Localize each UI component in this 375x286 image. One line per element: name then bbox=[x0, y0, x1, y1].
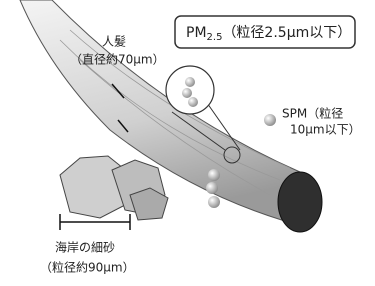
pm-particle bbox=[185, 77, 195, 87]
spm-line2: 10μm以下） bbox=[290, 123, 361, 137]
diameter-arrow bbox=[117, 119, 129, 133]
hair-cross-section bbox=[277, 171, 323, 233]
sand-size: （粒径約90μm） bbox=[40, 260, 135, 275]
hair-texture bbox=[59, 29, 291, 196]
pm25-label: PM2.5（粒径2.5μm以下） bbox=[186, 25, 351, 43]
sand-grain bbox=[129, 187, 169, 221]
hair bbox=[19, 0, 311, 229]
pm-particle bbox=[182, 88, 192, 98]
zoom-line bbox=[204, 99, 241, 151]
pm25-detail: （粒径2.5μm以下） bbox=[222, 25, 351, 41]
spm-particle bbox=[208, 169, 220, 181]
pm25-label-box bbox=[174, 15, 356, 49]
pm25-prefix: PM bbox=[186, 25, 207, 41]
spm-particle bbox=[206, 182, 218, 194]
diameter-arrow bbox=[111, 83, 125, 99]
hair-name: 人髪 bbox=[102, 35, 126, 49]
spm-line1: SPM（粒径 bbox=[282, 106, 343, 121]
pm-particle bbox=[188, 97, 198, 107]
zoom-spot bbox=[223, 146, 241, 164]
sand-name: 海岸の細砂 bbox=[55, 240, 115, 255]
zoom-line bbox=[171, 111, 226, 151]
spm-particle bbox=[208, 196, 220, 208]
hair-size: （直径約70μm） bbox=[70, 52, 165, 67]
pm25-sub: 2.5 bbox=[207, 32, 223, 43]
spm-particle bbox=[264, 114, 276, 126]
